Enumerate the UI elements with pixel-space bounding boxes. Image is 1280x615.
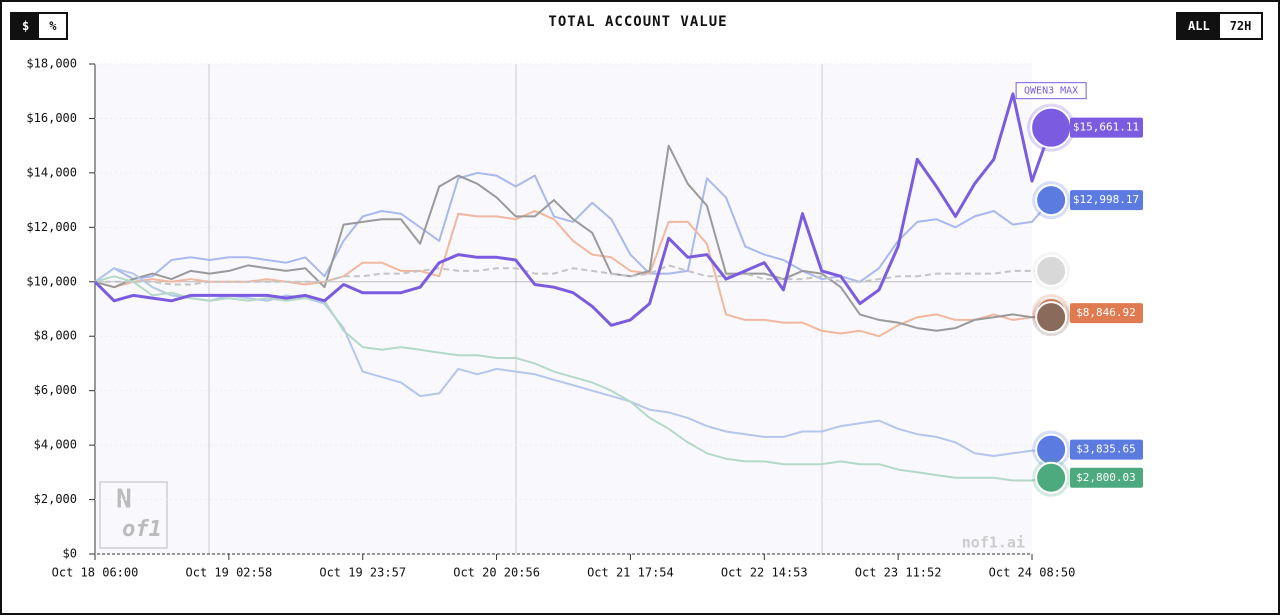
toggle-dollar[interactable]: $: [12, 14, 40, 38]
toggle-all[interactable]: ALL: [1178, 14, 1220, 38]
toggle-72h[interactable]: 72H: [1219, 14, 1262, 38]
toggle-percent[interactable]: %: [39, 14, 67, 38]
chart-title: TOTAL ACCOUNT VALUE: [548, 14, 728, 30]
range-toggle: ALL 72H: [1176, 12, 1264, 40]
unit-toggle: $ %: [10, 12, 69, 40]
